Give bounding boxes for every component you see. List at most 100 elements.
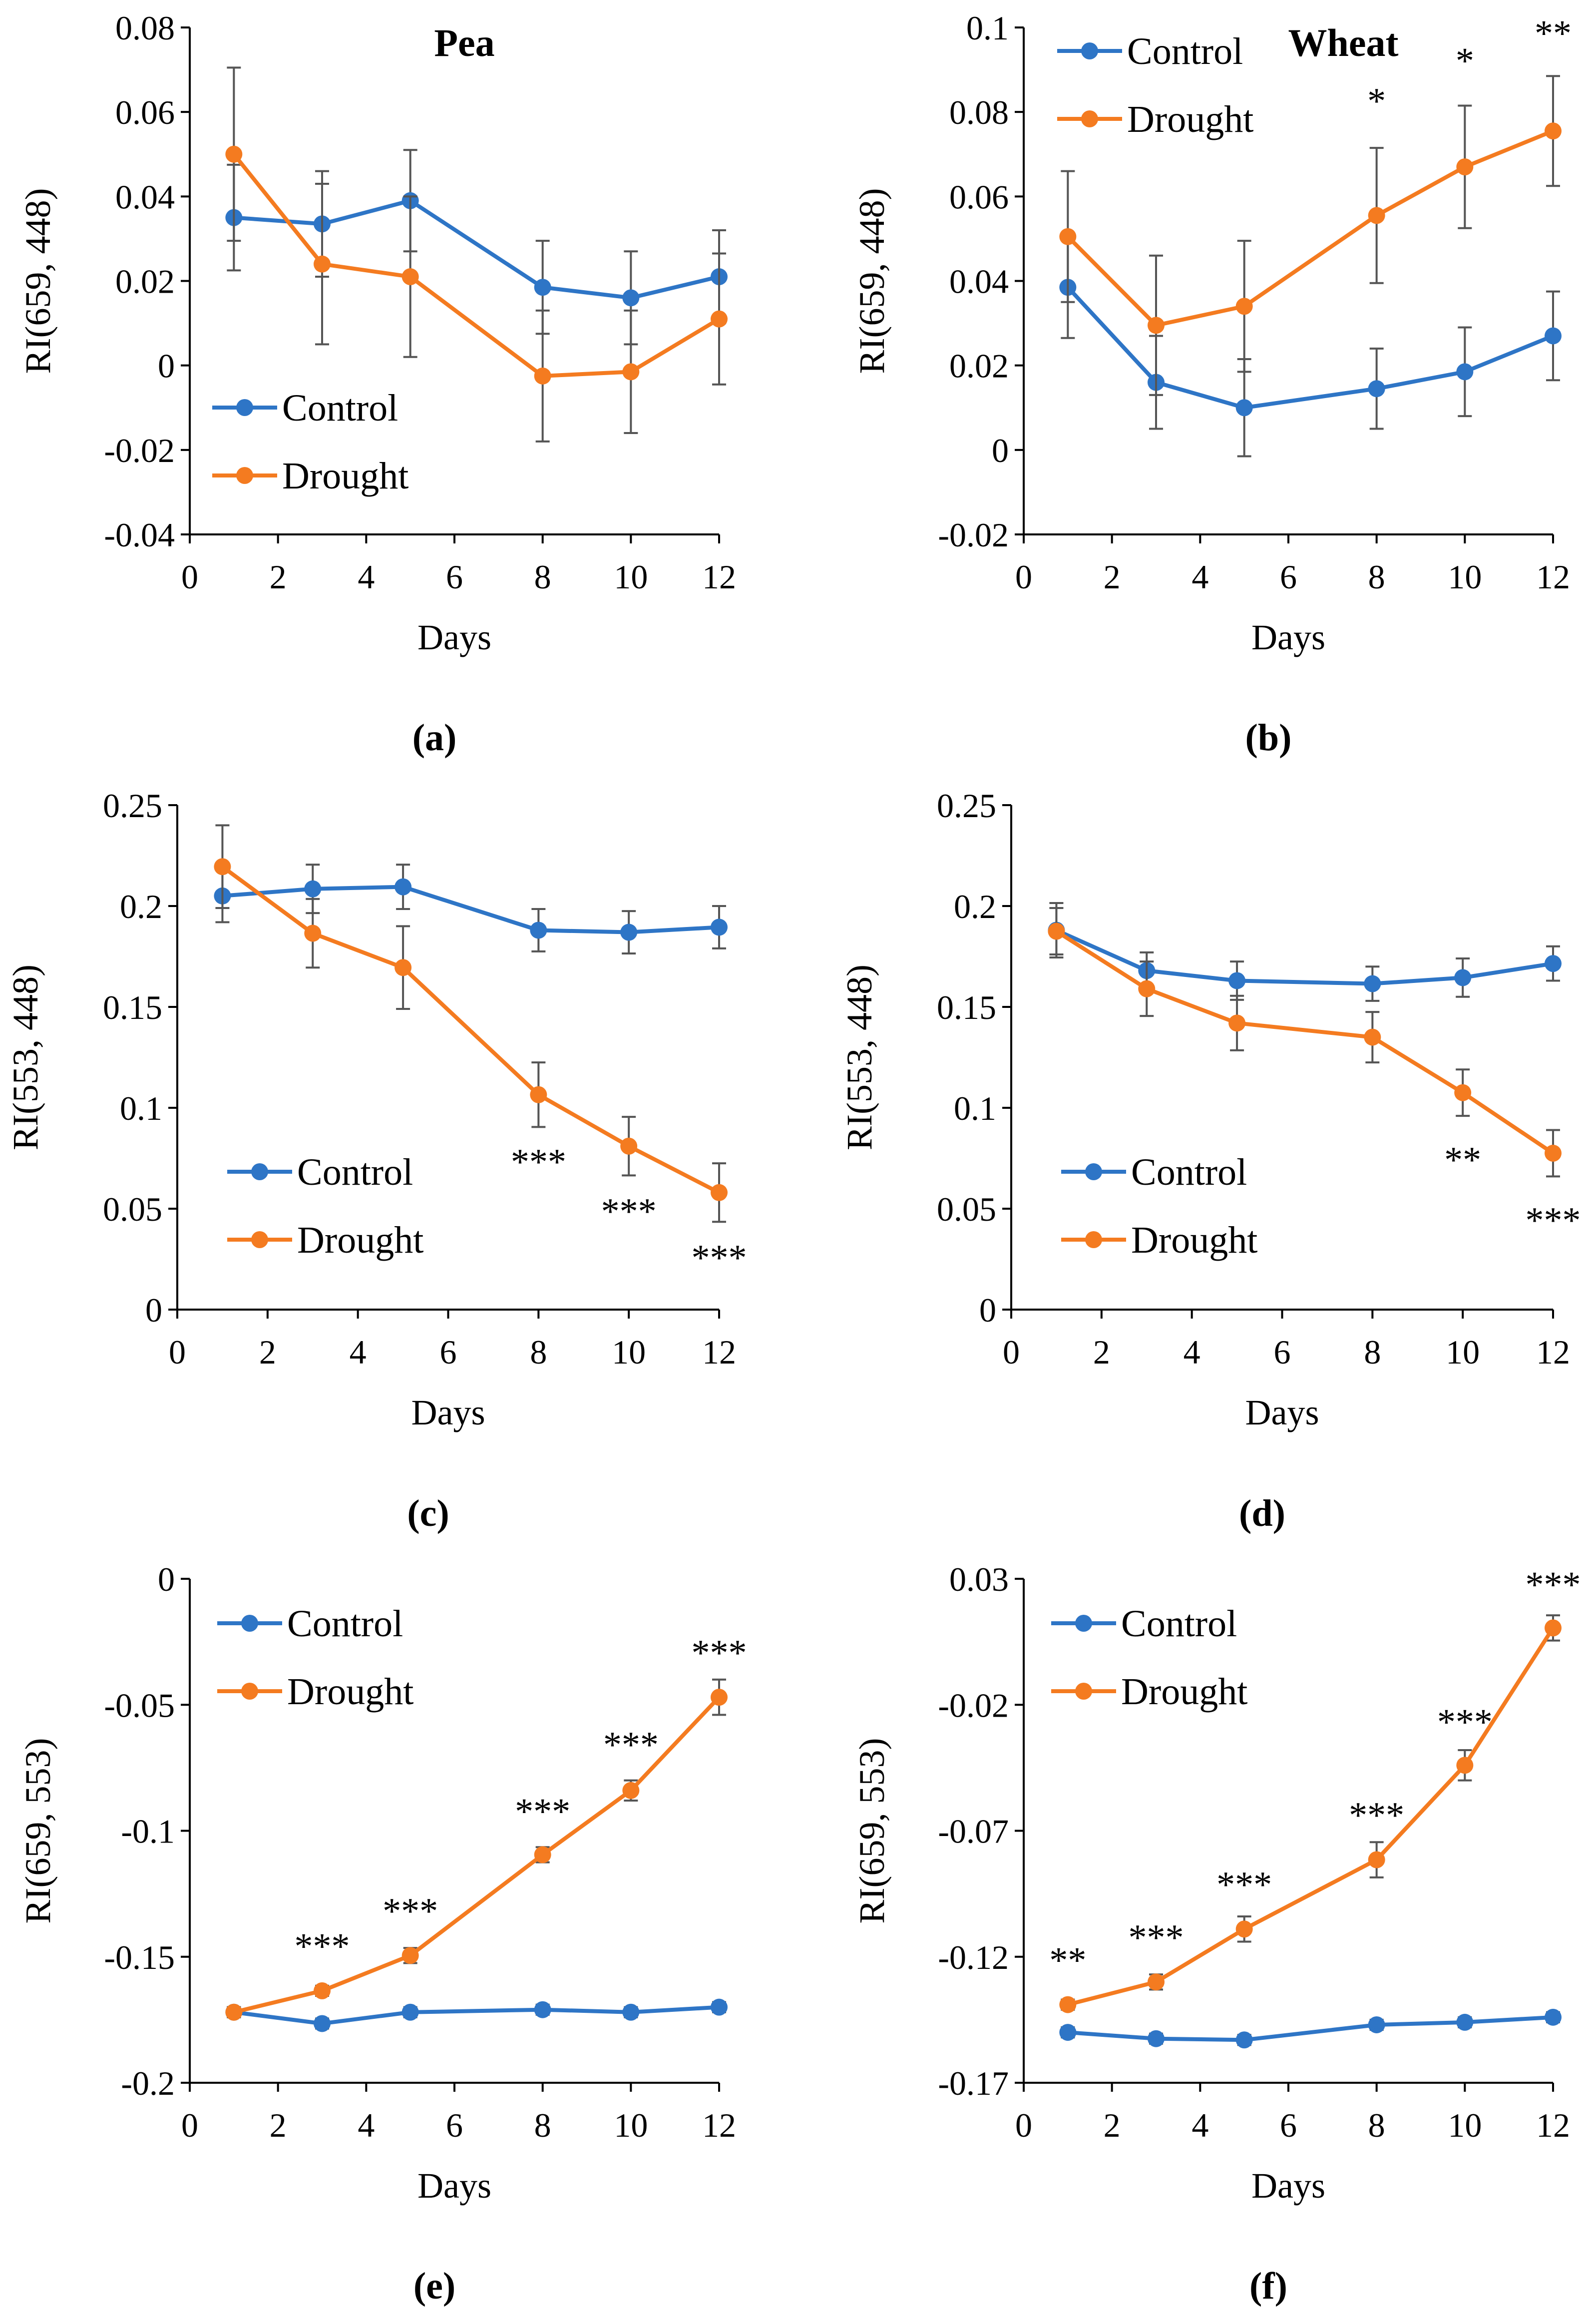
series-line: [1068, 2015, 1554, 2042]
legend-label-control: Control: [282, 387, 398, 429]
x-tick-label: 6: [440, 1333, 457, 1371]
x-tick-label: 6: [1280, 2106, 1297, 2144]
x-tick-label: 6: [1274, 1333, 1291, 1371]
data-point: [1059, 2024, 1077, 2041]
series-line: [1055, 928, 1554, 986]
legend: Control Drought: [1051, 1603, 1247, 1713]
data-point: [401, 1947, 419, 1964]
significance-label: ***: [383, 1891, 438, 1932]
y-tick-label: 0.1: [120, 1089, 162, 1127]
y-tick-label: -0.02: [938, 1686, 1009, 1724]
data-point: [1368, 380, 1385, 398]
data-point: [304, 880, 322, 898]
significance-label: **: [1049, 1940, 1086, 1981]
y-tick-label: 0.05: [103, 1190, 162, 1228]
legend-label-control: Control: [297, 1151, 413, 1193]
data-point: [530, 1086, 547, 1103]
legend-swatch-marker: [1081, 110, 1098, 127]
legend-swatch-marker: [236, 399, 253, 416]
legend-swatch-marker: [1085, 1163, 1102, 1180]
significance-label: ***: [692, 1238, 747, 1279]
y-tick-label: 0.06: [949, 178, 1009, 216]
legend-swatch-marker: [1081, 42, 1098, 59]
x-tick-label: 10: [614, 2106, 648, 2144]
y-tick-label: 0.03: [949, 1560, 1009, 1598]
significance-label: ***: [1349, 1795, 1404, 1836]
data-point: [314, 255, 331, 273]
x-axis-title: Days: [417, 617, 491, 657]
y-tick-label: 0: [979, 1291, 996, 1329]
series-control: [225, 1998, 728, 2032]
x-tick-label: 4: [1184, 1333, 1200, 1371]
y-tick-label: -0.1: [121, 1813, 175, 1851]
x-tick-label: 2: [270, 2106, 287, 2144]
y-tick-label: 0.06: [115, 93, 175, 131]
x-tick-label: 0: [1015, 558, 1032, 596]
data-point: [1454, 1084, 1472, 1101]
significance-label: ***: [1216, 1864, 1272, 1905]
y-tick-label: -0.02: [938, 516, 1009, 554]
x-tick-label: 6: [446, 558, 463, 596]
x-tick-label: 10: [1446, 1333, 1480, 1371]
x-tick-label: 8: [530, 1333, 547, 1371]
significance-label: ***: [1437, 1702, 1493, 1743]
x-tick-label: 8: [1368, 2106, 1385, 2144]
panel-caption: (e): [413, 2265, 455, 2307]
panel-title: Wheat: [1288, 21, 1399, 64]
significance-label: ***: [1526, 1565, 1581, 1606]
y-tick-label: -0.17: [938, 2064, 1009, 2102]
data-point: [1228, 1014, 1246, 1032]
series-line: [1066, 129, 1554, 328]
data-point: [1048, 923, 1065, 940]
x-tick-label: 6: [446, 2106, 463, 2144]
significance-label: ***: [601, 1191, 657, 1232]
data-point: [711, 919, 728, 936]
significance-label: *: [1367, 81, 1386, 122]
data-point: [1228, 972, 1246, 989]
series-control: [1048, 902, 1562, 1002]
x-tick-label: 12: [1536, 1333, 1570, 1371]
legend-label-control: Control: [1131, 1151, 1247, 1193]
x-tick-label: 12: [1536, 558, 1570, 596]
data-point: [1148, 2030, 1165, 2047]
x-tick-label: 0: [181, 558, 198, 596]
panel-c: 0 0.05 0.1 0.15 0.2 0.25 0 2 4 6 8 10 12 Days RI(553, …: [5, 787, 747, 1534]
data-point: [620, 1137, 638, 1155]
significance-label: ***: [692, 1633, 747, 1674]
series-control: [214, 864, 728, 954]
data-point: [1456, 363, 1474, 381]
data-point: [1545, 122, 1562, 140]
x-tick-label: 4: [1192, 2106, 1208, 2144]
y-tick-label: 0.05: [937, 1190, 996, 1228]
data-point: [314, 2015, 331, 2032]
y-tick-label: 0: [145, 1291, 162, 1329]
significance-label: ***: [603, 1725, 659, 1766]
series-drought: [1059, 75, 1562, 396]
y-tick-label: 0: [158, 347, 175, 385]
x-axis-title: Days: [417, 2166, 491, 2206]
legend: Control Drought: [217, 1603, 413, 1713]
x-tick-label: 2: [1093, 1333, 1110, 1371]
y-axis-title: RI(659, 553): [852, 1738, 892, 1924]
data-point: [1235, 399, 1253, 417]
series-control: [225, 149, 728, 346]
y-axis-title: RI(553, 448): [5, 964, 45, 1150]
series-drought: [225, 66, 728, 443]
legend: Control Drought: [212, 387, 408, 497]
x-tick-label: 12: [702, 2106, 736, 2144]
x-tick-label: 12: [702, 558, 736, 596]
y-tick-label: 0.08: [949, 93, 1009, 131]
series-line: [233, 1696, 721, 2014]
data-point: [534, 279, 551, 296]
legend-label-drought: Drought: [1121, 1671, 1247, 1713]
data-point: [1456, 2013, 1474, 2031]
y-tick-label: -0.12: [938, 1938, 1009, 1976]
y-tick-label: 0.04: [115, 178, 175, 216]
data-point: [1059, 1996, 1077, 2013]
y-tick-label: 0.15: [937, 988, 996, 1026]
significance-label: ***: [1526, 1200, 1581, 1241]
x-tick-label: 12: [702, 1333, 736, 1371]
data-point: [622, 1782, 640, 1799]
legend-label-control: Control: [1127, 30, 1243, 72]
y-tick-label: 0.1: [966, 9, 1009, 47]
